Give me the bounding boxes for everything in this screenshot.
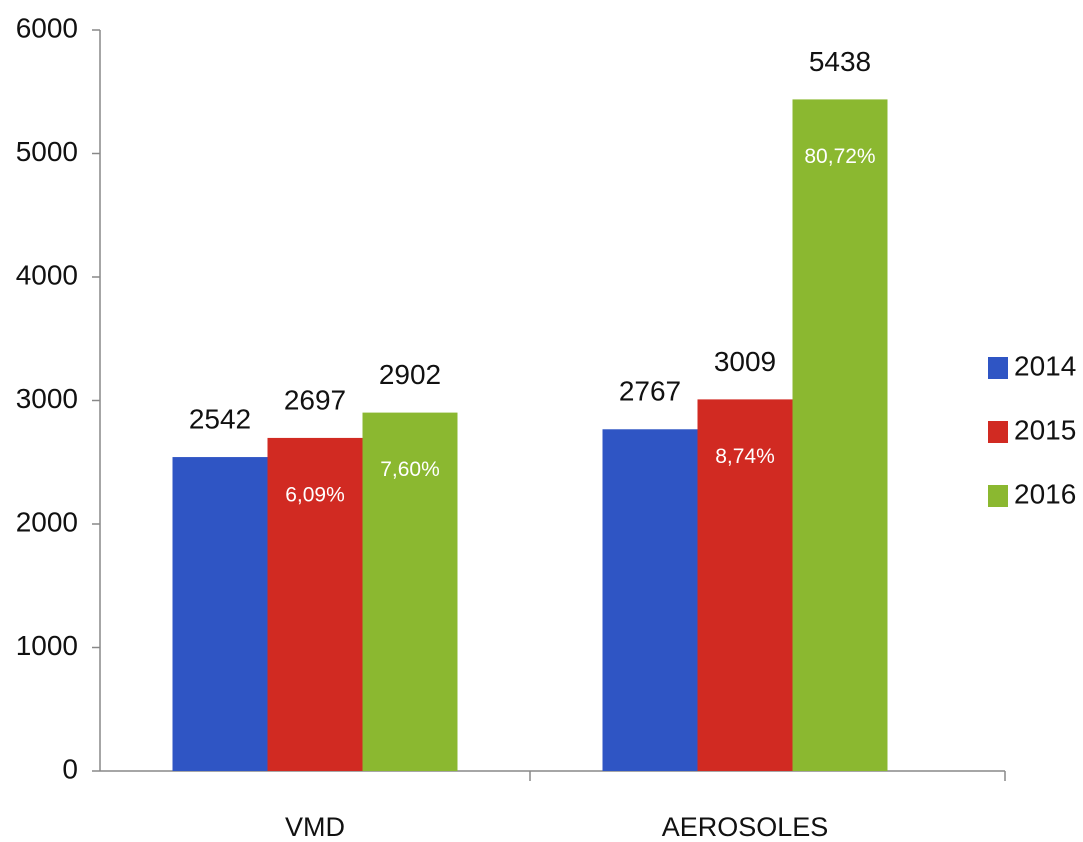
y-tick-label: 0: [62, 753, 78, 784]
value-label: 3009: [714, 346, 776, 377]
annotation: 6,09%: [285, 483, 345, 506]
y-tick-label: 4000: [16, 259, 78, 290]
annotation: 80,72%: [804, 145, 875, 168]
y-tick-label: 1000: [16, 630, 78, 661]
value-label: 2902: [379, 359, 441, 390]
annotation: 7,60%: [380, 458, 440, 481]
legend-label: 2014: [1014, 350, 1076, 381]
value-label: 2542: [189, 403, 251, 434]
bar: [267, 437, 363, 771]
legend-label: 2016: [1014, 478, 1076, 509]
y-tick-label: 6000: [16, 12, 78, 43]
bar: [792, 99, 888, 772]
bar: [697, 399, 793, 771]
y-tick-label: 3000: [16, 383, 78, 414]
bar: [172, 457, 268, 771]
bar: [602, 429, 698, 771]
legend-swatch: [988, 357, 1008, 379]
value-label: 2767: [619, 376, 681, 407]
legend-swatch: [988, 485, 1008, 507]
annotation: 8,74%: [715, 445, 775, 468]
y-tick-label: 5000: [16, 136, 78, 167]
y-tick-label: 2000: [16, 506, 78, 537]
x-tick-label: VMD: [285, 812, 345, 842]
x-tick-label: AEROSOLES: [662, 812, 829, 842]
value-label: 5438: [809, 46, 871, 77]
legend-label: 2015: [1014, 414, 1076, 445]
legend-swatch: [988, 421, 1008, 443]
value-label: 2697: [284, 384, 346, 415]
bar: [362, 412, 458, 771]
